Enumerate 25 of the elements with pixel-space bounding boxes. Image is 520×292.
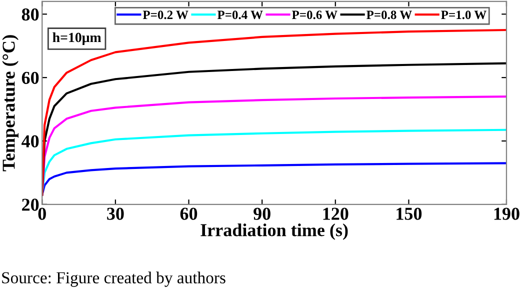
legend-label: P=0.8 W [366,10,412,20]
x-tick-label: 0 [38,208,46,220]
legend-label: P=0.2 W [142,10,188,20]
line-series [42,128,506,196]
line-series [42,162,506,196]
legend-label: P=0.6 W [292,10,338,20]
y-tick-label: 80 [22,8,39,21]
y-tick-label: 40 [22,135,39,148]
legend-label: P=0.4 W [217,10,263,20]
line-series [42,96,506,196]
line-series [42,28,506,196]
annotation: h=10μm [52,32,102,46]
x-tick-label: 190 [494,208,520,220]
x-tick-label: 90 [254,208,270,220]
y-axis-title: Temperature (°C) [2,35,19,172]
x-tick-label: 150 [396,208,422,220]
x-tick-label: 120 [323,208,348,220]
legend-label: P=1.0 W [441,10,486,20]
x-axis-title: Irradiation time (s) [200,224,348,240]
source-note: Source: Figure created by authors [2,272,226,287]
line-series [42,62,506,196]
x-tick-label: 30 [107,208,124,220]
y-tick-label: 20 [22,198,39,211]
x-tick-label: 60 [180,208,198,220]
y-tick-label: 60 [22,72,39,84]
